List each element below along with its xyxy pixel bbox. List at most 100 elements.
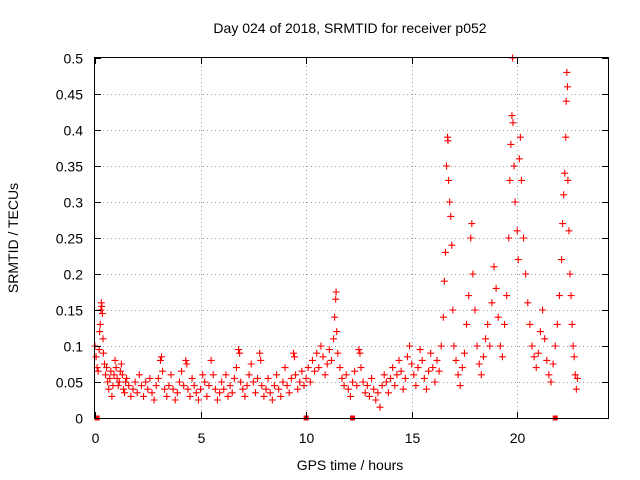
- data-point: [534, 349, 542, 357]
- data-point: [108, 392, 116, 400]
- data-point: [357, 364, 365, 372]
- data-point: [401, 374, 409, 382]
- data-point: [361, 389, 369, 397]
- data-point: [241, 392, 249, 400]
- data-point: [285, 389, 293, 397]
- x-axis-ticks: 0 5 10 15 20: [92, 58, 525, 446]
- data-point: [279, 378, 287, 386]
- data-point: [268, 396, 276, 404]
- y-tick-label: 0: [75, 411, 83, 427]
- data-point: [251, 389, 259, 397]
- y-tick-label: 0.2: [64, 267, 84, 283]
- data-point: [104, 378, 112, 386]
- data-point: [257, 356, 265, 364]
- data-point: [306, 378, 314, 386]
- data-point: [197, 385, 205, 393]
- data-point: [439, 313, 447, 321]
- data-point: [490, 263, 498, 271]
- data-point: [211, 385, 219, 393]
- data-point: [376, 403, 384, 411]
- data-point: [482, 335, 490, 343]
- data-point: [460, 349, 468, 357]
- data-point: [443, 162, 450, 170]
- data-point: [410, 371, 418, 379]
- data-point: [494, 313, 502, 321]
- data-point: [378, 382, 386, 390]
- data-point: [422, 385, 430, 393]
- data-point: [245, 371, 253, 379]
- y-tick-label: 0.45: [56, 87, 83, 103]
- data-point: [300, 382, 308, 390]
- data-point: [563, 68, 571, 76]
- data-point: [163, 392, 171, 400]
- data-point: [270, 382, 278, 390]
- data-point: [573, 374, 581, 382]
- data-point: [98, 302, 106, 310]
- data-point: [258, 382, 266, 390]
- data-point: [114, 382, 122, 390]
- data-point: [563, 83, 571, 91]
- data-point: [458, 364, 466, 372]
- data-point: [199, 371, 207, 379]
- data-point: [125, 382, 133, 390]
- data-point: [144, 385, 152, 393]
- data-point: [332, 288, 340, 296]
- data-point: [380, 371, 388, 379]
- data-point: [389, 364, 397, 372]
- data-point: [205, 382, 213, 390]
- data-point: [230, 374, 238, 382]
- data-point: [446, 198, 454, 206]
- data-point: [355, 346, 363, 354]
- data-point: [277, 392, 285, 400]
- data-point: [562, 133, 570, 141]
- data-point: [96, 328, 104, 336]
- data-point: [201, 378, 209, 386]
- data-point: [117, 360, 125, 368]
- data-point: [450, 342, 458, 350]
- data-point: [408, 360, 416, 368]
- data-point: [565, 227, 573, 235]
- data-point: [180, 382, 188, 390]
- data-point: [120, 385, 127, 393]
- data-point: [427, 349, 435, 357]
- data-point: [107, 367, 115, 375]
- y-tick-label: 0.3: [64, 195, 84, 211]
- data-point: [363, 382, 371, 390]
- data-point: [154, 374, 162, 382]
- data-point: [183, 360, 191, 368]
- data-point: [95, 346, 103, 354]
- data-points: [91, 54, 581, 411]
- data-point: [101, 360, 108, 368]
- data-point: [509, 119, 517, 127]
- data-point: [569, 342, 577, 350]
- data-point: [92, 353, 100, 361]
- data-point: [127, 392, 135, 400]
- data-point: [539, 306, 547, 314]
- data-point: [414, 364, 422, 372]
- data-point: [359, 378, 367, 386]
- data-point: [444, 137, 452, 145]
- data-point: [477, 371, 485, 379]
- data-point: [508, 112, 516, 120]
- x-axis-label: GPS time / hours: [297, 457, 404, 473]
- data-point: [572, 385, 580, 393]
- data-point: [498, 353, 506, 361]
- data-point: [549, 360, 557, 368]
- data-point: [319, 353, 327, 361]
- data-point: [570, 353, 578, 361]
- data-point: [452, 356, 460, 364]
- data-point: [571, 371, 579, 379]
- data-point: [566, 270, 574, 278]
- data-point: [332, 295, 340, 303]
- data-point: [194, 396, 202, 404]
- data-point: [213, 396, 221, 404]
- data-point: [382, 378, 390, 386]
- data-point: [224, 392, 232, 400]
- data-point: [222, 371, 230, 379]
- x-tick-label: 0: [92, 430, 100, 446]
- data-point: [243, 382, 251, 390]
- data-point: [553, 320, 561, 328]
- data-point: [403, 353, 411, 361]
- data-point: [387, 374, 395, 382]
- data-point: [344, 385, 352, 393]
